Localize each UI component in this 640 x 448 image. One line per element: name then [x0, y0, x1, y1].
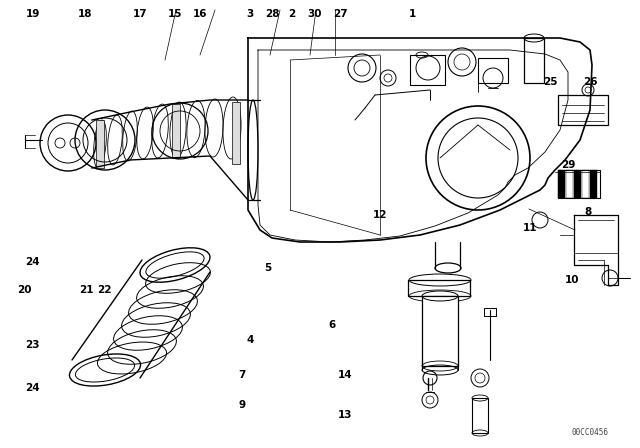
Text: 28: 28 — [265, 9, 279, 19]
Text: 22: 22 — [97, 285, 111, 295]
Bar — [558, 170, 600, 198]
Text: 20: 20 — [17, 285, 31, 295]
Text: 6: 6 — [328, 320, 335, 330]
Text: 4: 4 — [246, 335, 253, 345]
Text: 12: 12 — [372, 210, 387, 220]
Text: 25: 25 — [543, 77, 557, 87]
Bar — [566, 170, 573, 198]
Bar — [558, 170, 565, 198]
Bar — [408, 280, 470, 296]
Text: 30: 30 — [308, 9, 323, 19]
Text: 24: 24 — [25, 257, 39, 267]
Bar — [574, 170, 581, 198]
Text: 00CC0456: 00CC0456 — [572, 427, 609, 436]
Bar — [232, 102, 240, 164]
Text: 16: 16 — [193, 9, 207, 19]
Text: 5: 5 — [264, 263, 271, 273]
Bar — [478, 58, 508, 83]
Bar — [422, 296, 458, 366]
Text: 1: 1 — [408, 9, 415, 19]
Text: 17: 17 — [132, 9, 147, 19]
Text: 29: 29 — [561, 160, 575, 170]
Text: 27: 27 — [333, 9, 348, 19]
Text: 13: 13 — [338, 410, 352, 420]
Text: 9: 9 — [239, 400, 246, 410]
Bar — [590, 170, 597, 198]
Bar — [410, 55, 445, 85]
Text: 18: 18 — [77, 9, 92, 19]
Text: 11: 11 — [523, 223, 537, 233]
Text: 23: 23 — [25, 340, 39, 350]
Bar — [558, 95, 608, 125]
Text: 24: 24 — [25, 383, 39, 393]
Text: 14: 14 — [338, 370, 352, 380]
Text: 26: 26 — [583, 77, 597, 87]
Bar — [524, 38, 544, 83]
Bar — [484, 308, 496, 316]
Text: 3: 3 — [246, 9, 253, 19]
Text: 2: 2 — [289, 9, 296, 19]
Text: 19: 19 — [26, 9, 40, 19]
Text: 10: 10 — [564, 275, 579, 285]
Bar — [582, 170, 589, 198]
Text: 7: 7 — [238, 370, 246, 380]
Bar — [172, 104, 180, 158]
Text: 21: 21 — [79, 285, 93, 295]
Text: 8: 8 — [584, 207, 591, 217]
Text: 15: 15 — [168, 9, 182, 19]
Bar — [96, 120, 104, 168]
Bar — [472, 398, 488, 433]
